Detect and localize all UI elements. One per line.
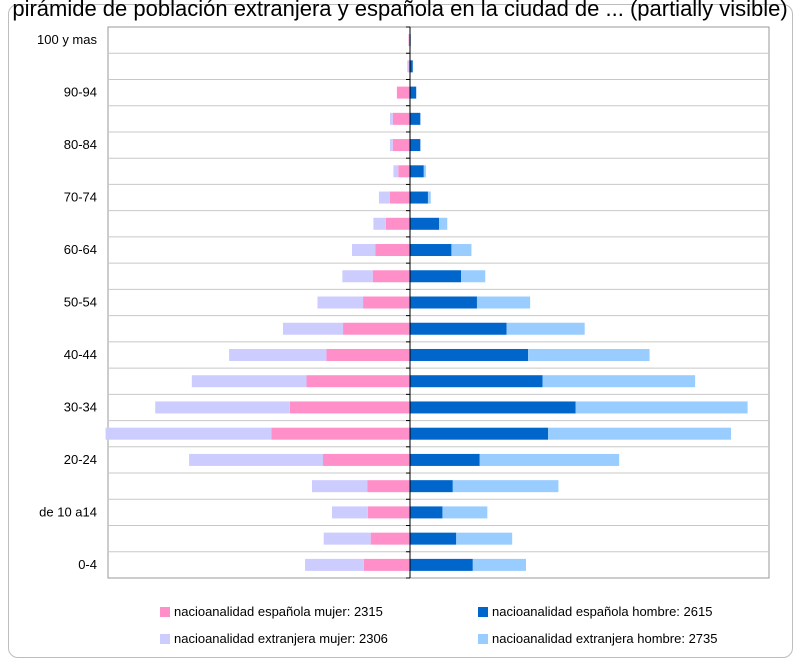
bar-spanish-male — [410, 401, 576, 413]
legend-label: nacioanalidad extranjera mujer: 2306 — [174, 631, 388, 646]
bar-foreign-female — [379, 192, 390, 204]
bar-spanish-male — [410, 139, 420, 151]
bar-foreign-female — [283, 323, 343, 335]
bar-foreign-female — [342, 270, 372, 282]
bar-spanish-male — [410, 506, 442, 518]
bar-foreign-male — [548, 428, 731, 440]
category-label: 30-34 — [64, 399, 97, 414]
legend-swatch — [160, 607, 170, 617]
bar-spanish-female — [393, 113, 410, 125]
legend-label: nacioanalidad española hombre: 2615 — [492, 604, 712, 619]
bar-foreign-female — [106, 428, 272, 440]
bar-foreign-female — [373, 218, 385, 230]
bar-foreign-female — [192, 375, 307, 387]
bar-spanish-male — [410, 533, 456, 545]
legend-item: nacioanalidad española mujer: 2315 — [160, 604, 383, 619]
bar-spanish-female — [271, 428, 410, 440]
bar-spanish-male — [410, 349, 528, 361]
bar-foreign-female — [390, 139, 393, 151]
bar-foreign-male — [473, 559, 526, 571]
bar-foreign-male — [507, 323, 585, 335]
bar-spanish-male — [410, 218, 439, 230]
legend-swatch — [478, 607, 488, 617]
bar-foreign-female — [324, 533, 371, 545]
category-label: 40-44 — [64, 347, 97, 362]
bar-foreign-male — [424, 165, 426, 177]
bar-spanish-female — [323, 454, 410, 466]
bar-spanish-female — [363, 297, 410, 309]
legend-item: nacioanalidad española hombre: 2615 — [478, 604, 712, 619]
legend-item: nacioanalidad extranjera hombre: 2735 — [478, 631, 718, 646]
bar-spanish-female — [306, 375, 410, 387]
bar-spanish-female — [375, 244, 410, 256]
bar-spanish-female — [398, 165, 410, 177]
bar-spanish-female — [368, 506, 410, 518]
bar-spanish-male — [410, 454, 480, 466]
category-label: 100 y mas — [37, 32, 97, 47]
legend-swatch — [478, 634, 488, 644]
bar-foreign-male — [439, 218, 447, 230]
category-label: 60-64 — [64, 242, 97, 257]
bar-foreign-female — [390, 113, 393, 125]
bar-spanish-female — [364, 559, 410, 571]
category-label: 50-54 — [64, 295, 97, 310]
bar-spanish-male — [410, 87, 416, 99]
bar-foreign-female — [393, 165, 398, 177]
bar-spanish-male — [410, 270, 461, 282]
bar-spanish-male — [410, 323, 507, 335]
category-label: 90-94 — [64, 85, 97, 100]
bar-spanish-female — [326, 349, 410, 361]
bar-foreign-female — [189, 454, 323, 466]
bar-spanish-male — [410, 113, 420, 125]
bar-spanish-female — [343, 323, 410, 335]
bar-spanish-male — [410, 165, 424, 177]
bar-foreign-female — [229, 349, 326, 361]
bar-spanish-male — [410, 375, 543, 387]
category-label: 0-4 — [78, 557, 97, 572]
legend-item: nacioanalidad extranjera mujer: 2306 — [160, 631, 388, 646]
bar-spanish-female — [390, 192, 410, 204]
bar-spanish-female — [290, 401, 410, 413]
bar-foreign-female — [305, 559, 364, 571]
bar-foreign-female — [312, 480, 367, 492]
bar-foreign-male — [480, 454, 619, 466]
category-label: 20-24 — [64, 452, 97, 467]
legend-label: nacioanalidad extranjera hombre: 2735 — [492, 631, 718, 646]
legend-swatch — [160, 634, 170, 644]
category-label: 80-84 — [64, 137, 97, 152]
bar-foreign-male — [477, 297, 530, 309]
bar-spanish-male — [410, 480, 453, 492]
bar-spanish-female — [371, 533, 410, 545]
bar-foreign-female — [317, 297, 363, 309]
category-label: de 10 a14 — [39, 504, 97, 519]
bar-spanish-male — [410, 244, 451, 256]
bar-spanish-female — [393, 139, 410, 151]
bar-foreign-female — [352, 244, 375, 256]
legend-label: nacioanalidad española mujer: 2315 — [174, 604, 383, 619]
bar-foreign-male — [576, 401, 748, 413]
bar-foreign-female — [155, 401, 290, 413]
bar-spanish-male — [410, 192, 428, 204]
bar-foreign-male — [451, 244, 471, 256]
bar-foreign-male — [442, 506, 487, 518]
bar-spanish-female — [367, 480, 410, 492]
category-label: 70-74 — [64, 190, 97, 205]
bar-foreign-male — [453, 480, 559, 492]
bar-foreign-male — [428, 192, 431, 204]
bar-foreign-female — [407, 60, 408, 72]
bar-foreign-female — [332, 506, 368, 518]
bar-spanish-female — [386, 218, 410, 230]
bar-spanish-male — [410, 428, 548, 440]
bar-spanish-female — [373, 270, 410, 282]
bar-foreign-male — [461, 270, 485, 282]
bar-spanish-female — [397, 87, 410, 99]
bar-spanish-male — [410, 559, 473, 571]
bar-spanish-male — [410, 297, 477, 309]
bar-foreign-male — [528, 349, 650, 361]
bar-foreign-male — [456, 533, 512, 545]
bar-foreign-male — [543, 375, 696, 387]
